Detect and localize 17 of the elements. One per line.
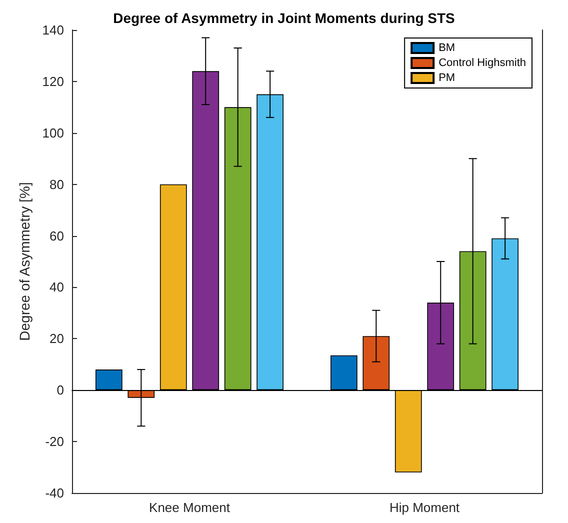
y-tick-label: 0 <box>56 382 64 398</box>
x-tick-label: Knee Moment <box>149 500 230 515</box>
y-axis-title: Degree of Asymmetry [%] <box>16 182 32 341</box>
y-tick-label: 60 <box>50 228 64 244</box>
legend-label: PM <box>438 72 456 84</box>
legend-label: Control Highsmith <box>438 57 526 69</box>
y-tick-label: -20 <box>45 434 64 450</box>
y-tick-label: 20 <box>50 331 64 346</box>
y-tick-label: 100 <box>42 125 64 140</box>
y-tick-label: 140 <box>42 22 64 38</box>
chart-title: Degree of Asymmetry in Joint Moments during STS <box>113 10 455 26</box>
x-tick-label: Hip Moment <box>389 500 460 515</box>
y-tick-label: -40 <box>45 486 64 500</box>
y-tick-label: 80 <box>50 176 64 192</box>
y-tick-label: 40 <box>50 280 64 295</box>
legend-label: BM <box>438 42 456 54</box>
y-tick-label: 120 <box>42 74 64 89</box>
